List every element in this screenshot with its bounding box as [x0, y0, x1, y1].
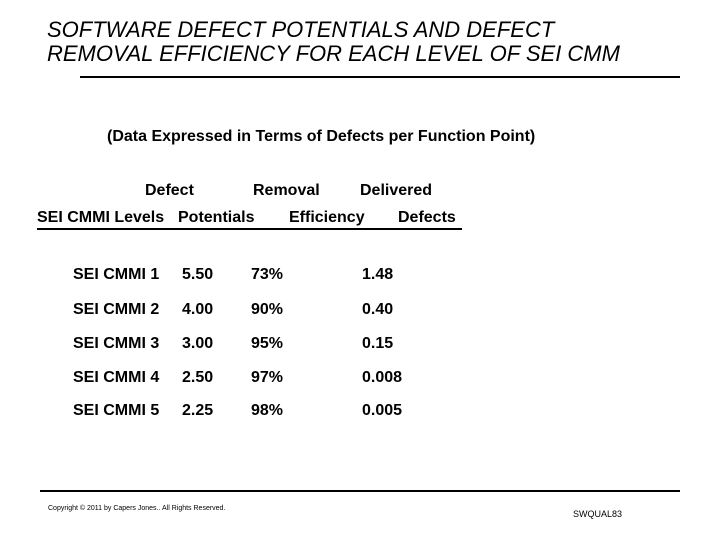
- title-line-1: SOFTWARE DEFECT POTENTIALS AND DEFECT: [47, 17, 555, 42]
- header-defects: Defects: [398, 209, 456, 226]
- header-efficiency: Efficiency: [289, 209, 365, 226]
- row-delivered: 1.48: [362, 266, 394, 283]
- copyright-notice: Copyright © 2011 by Capers Jones.. All R…: [48, 505, 226, 512]
- table-row: SEI CMMI 5 2.25 98% 0.005: [0, 402, 719, 422]
- header-potentials: Potentials: [178, 209, 255, 226]
- slide-title: SOFTWARE DEFECT POTENTIALS AND DEFECT RE…: [47, 18, 620, 66]
- header-row-2: SEI CMMI Levels Potentials Efficiency De…: [37, 209, 462, 230]
- row-delivered: 0.005: [362, 402, 403, 419]
- header-defect: Defect: [145, 182, 194, 199]
- table-row: SEI CMMI 1 5.50 73% 1.48: [0, 266, 719, 286]
- slide-code: SWQUAL83: [573, 509, 623, 519]
- row-efficiency: 97%: [251, 369, 284, 386]
- row-potential: 4.00: [182, 301, 214, 318]
- row-efficiency: 95%: [251, 335, 284, 352]
- title-divider: [80, 76, 680, 78]
- row-potential: 2.50: [182, 369, 214, 386]
- row-efficiency: 73%: [251, 266, 284, 283]
- row-delivered: 0.008: [362, 369, 403, 386]
- header-removal: Removal: [253, 182, 320, 199]
- table-row: SEI CMMI 4 2.50 97% 0.008: [0, 369, 719, 389]
- row-level: SEI CMMI 2: [73, 301, 160, 318]
- row-potential: 3.00: [182, 335, 214, 352]
- row-level: SEI CMMI 5: [73, 402, 160, 419]
- header-levels: SEI CMMI Levels: [37, 209, 165, 226]
- table-row: SEI CMMI 3 3.00 95% 0.15: [0, 335, 719, 355]
- title-line-2: REMOVAL EFFICIENCY FOR EACH LEVEL OF SEI…: [47, 41, 620, 66]
- row-potential: 2.25: [182, 402, 214, 419]
- row-efficiency: 98%: [251, 402, 284, 419]
- row-delivered: 0.15: [362, 335, 394, 352]
- header-delivered: Delivered: [360, 182, 433, 199]
- subtitle: (Data Expressed in Terms of Defects per …: [107, 128, 536, 145]
- row-level: SEI CMMI 1: [73, 266, 160, 283]
- row-level: SEI CMMI 3: [73, 335, 160, 352]
- row-delivered: 0.40: [362, 301, 394, 318]
- row-efficiency: 90%: [251, 301, 284, 318]
- table-row: SEI CMMI 2 4.00 90% 0.40: [0, 301, 719, 321]
- footer-divider: [40, 490, 680, 492]
- row-potential: 5.50: [182, 266, 214, 283]
- row-level: SEI CMMI 4: [73, 369, 160, 386]
